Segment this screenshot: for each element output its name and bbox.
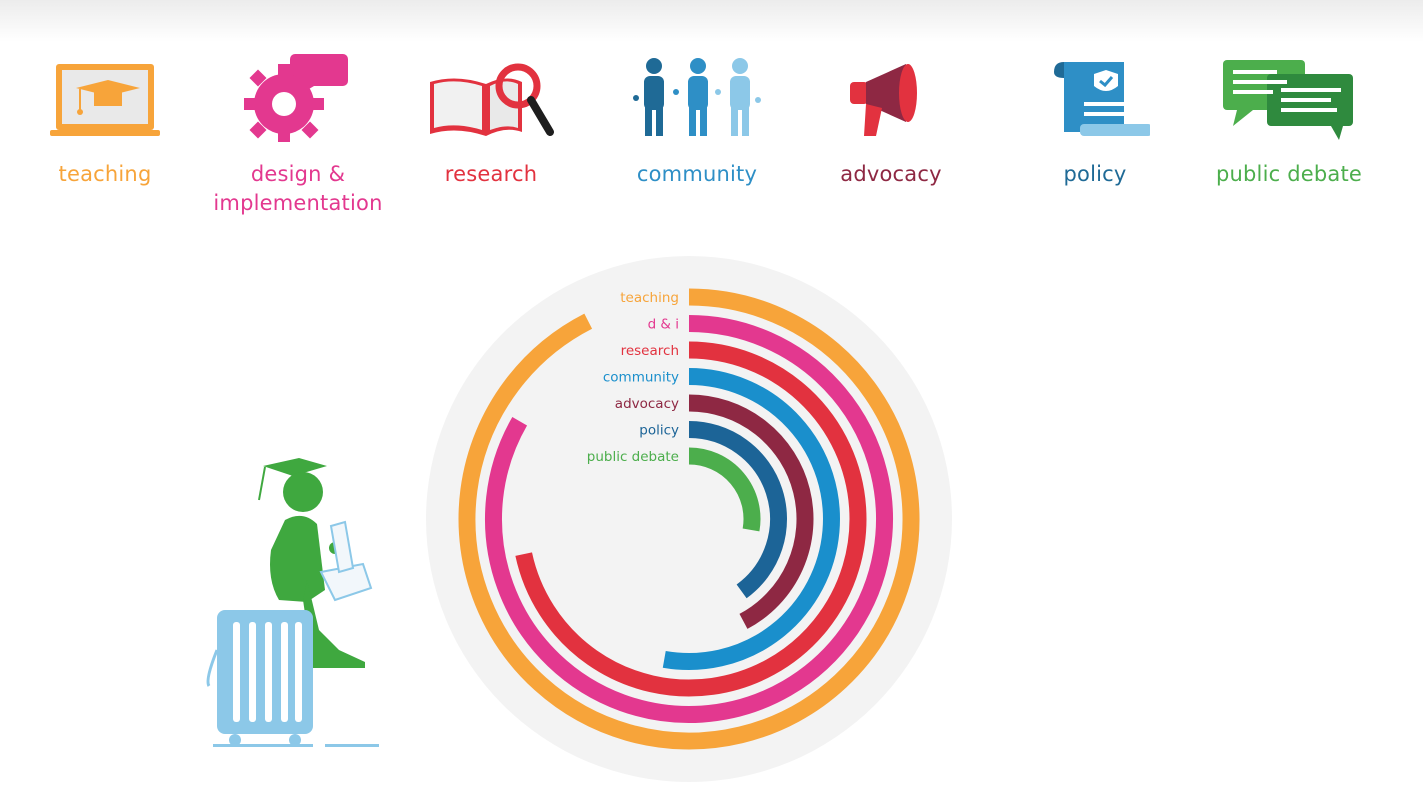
series-label: teaching: [620, 290, 679, 306]
category-community: community: [602, 52, 792, 189]
series-label: d & i: [648, 317, 679, 333]
category-teaching: teaching: [10, 52, 200, 189]
category-research: research: [396, 52, 586, 189]
category-design: design & implementation: [203, 52, 393, 218]
arc-d-i: [485, 315, 893, 723]
policy-scroll-icon: [1054, 62, 1150, 136]
category-policy: policy: [1000, 52, 1190, 189]
category-advocacy: advocacy: [796, 52, 986, 189]
category-label: design & implementation: [213, 162, 383, 215]
megaphone-icon: [850, 64, 917, 136]
arc-research: [515, 341, 867, 697]
series-label: community: [603, 370, 679, 386]
category-public-debate: public debate: [1194, 52, 1384, 189]
category-label: policy: [1063, 162, 1127, 186]
graduation-laptop-icon: [50, 64, 160, 136]
series-label: research: [621, 343, 679, 359]
arc-public-debate: [688, 447, 761, 532]
people-group-icon: [633, 58, 761, 136]
category-label: research: [444, 162, 538, 186]
arc-teaching: [458, 288, 920, 750]
category-label: advocacy: [840, 162, 942, 186]
gear-chat-icon: [244, 54, 348, 142]
arc-advocacy: [688, 394, 814, 629]
chart-labels: teaching d & i research community advocacy po…: [587, 290, 679, 465]
radial-bar-chart: teaching d & i research community advocacy po…: [426, 256, 952, 782]
category-label: community: [636, 162, 758, 186]
chart-background-disc: [426, 256, 952, 782]
graduate-with-suitcase-icon: [206, 458, 379, 747]
series-label: advocacy: [615, 396, 679, 412]
top-shadow-band: [0, 0, 1423, 42]
chart-arcs: [458, 288, 920, 750]
arc-community: [662, 368, 840, 670]
speech-bubbles-icon: [1223, 60, 1353, 140]
arc-policy: [688, 421, 787, 599]
category-label: public debate: [1215, 162, 1363, 186]
series-label: policy: [639, 423, 679, 439]
series-label: public debate: [587, 449, 679, 465]
category-label: teaching: [58, 162, 152, 186]
book-magnifier-icon: [430, 63, 554, 136]
